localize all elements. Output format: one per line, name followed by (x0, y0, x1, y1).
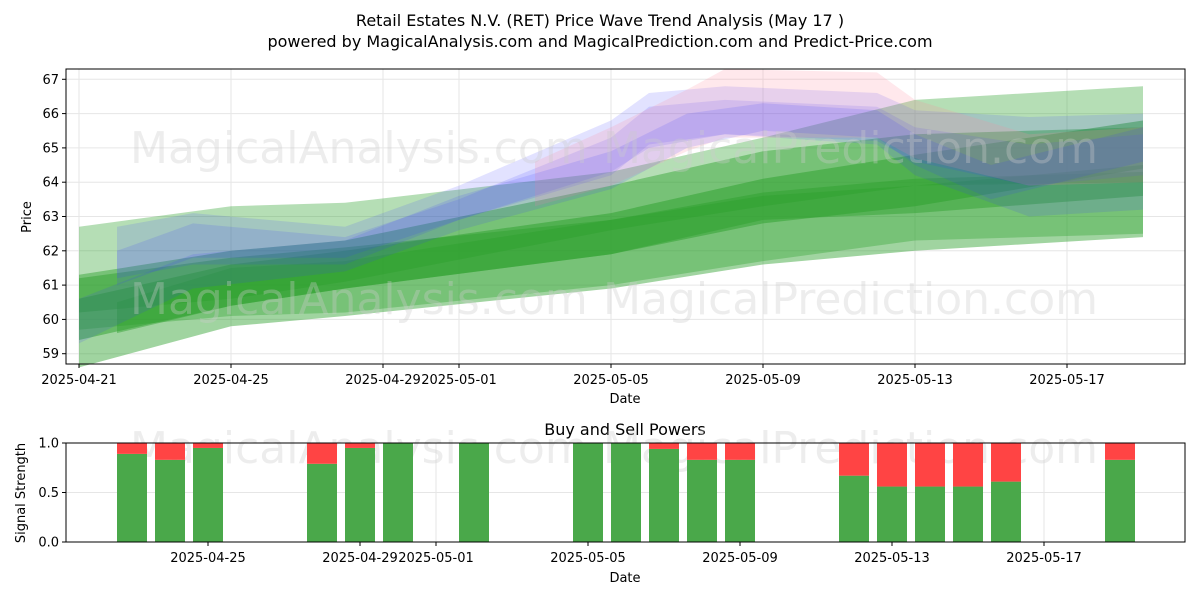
signal-x-tick-label: 2025-05-09 (702, 551, 778, 566)
sell-bar (953, 443, 983, 487)
signal-x-tick-label: 2025-04-25 (170, 551, 246, 566)
wave-band-green-4 (117, 165, 1143, 334)
signal-x-tick-label: 2025-05-17 (1006, 551, 1082, 566)
price-y-axis-title: Price (20, 201, 35, 233)
sell-bar (725, 443, 755, 460)
signal-x-tick-label: 2025-05-05 (550, 551, 626, 566)
watermark-analysis-2: MagicalAnalysis.com (130, 274, 588, 325)
price-watermarks: MagicalAnalysis.com MagicalPrediction.co… (130, 123, 1098, 325)
signal-chart-title: Buy and Sell Powers (544, 420, 706, 439)
signal-y-ticks: 0.0 0.5 1.0 (38, 437, 66, 551)
buy-bar (953, 486, 983, 542)
signal-x-tick-label: 2025-05-01 (398, 551, 474, 566)
buy-bar (1105, 459, 1135, 542)
sell-bar (687, 443, 717, 460)
price-x-tick-label: 2025-04-29 (345, 373, 421, 388)
signal-bars (117, 443, 1135, 542)
sell-bar (345, 443, 375, 448)
buy-bar (877, 486, 907, 542)
sell-bar (649, 443, 679, 449)
sell-bar (1105, 443, 1135, 460)
price-x-tick-label: 2025-04-25 (193, 373, 269, 388)
buy-bar (991, 481, 1021, 542)
price-y-tick-label: 66 (42, 107, 59, 122)
watermark-prediction-2: MagicalPrediction.com (603, 274, 1098, 325)
watermark-prediction: MagicalPrediction.com (603, 123, 1098, 174)
price-y-tick-label: 64 (42, 176, 59, 191)
wave-band-pink-7 (535, 69, 1143, 207)
wave-band-blue-8 (79, 103, 1143, 344)
price-y-tick-label: 61 (42, 279, 59, 294)
buy-bar (725, 459, 755, 542)
sell-bar (915, 443, 945, 487)
signal-y-tick-label: 1.0 (38, 437, 59, 452)
signal-x-ticks: 2025-04-25 2025-04-29 2025-05-01 2025-05-05… (170, 542, 1082, 566)
price-y-tick-label: 63 (42, 210, 59, 225)
buy-bar (117, 453, 147, 542)
price-y-tick-label: 67 (42, 73, 59, 88)
buy-bar (915, 486, 945, 542)
price-x-tick-label: 2025-05-17 (1029, 373, 1105, 388)
signal-y-axis-title: Signal Strength (14, 443, 29, 543)
buy-bar (383, 443, 413, 542)
wave-band-green-3 (79, 120, 1143, 340)
wave-band-blue-6 (117, 99, 1143, 286)
price-x-tick-label: 2025-05-13 (877, 373, 953, 388)
buy-bar (345, 447, 375, 542)
signal-y-tick-label: 0.5 (38, 486, 59, 501)
price-wave-bands (79, 69, 1143, 368)
price-y-ticks: 59 60 61 62 63 64 65 66 67 (42, 73, 66, 362)
sell-bar (877, 443, 907, 487)
wave-band-green-2 (79, 171, 1143, 368)
chart-title-line2: powered by MagicalAnalysis.com and Magic… (267, 32, 932, 51)
buy-bar (687, 459, 717, 542)
buy-bar (611, 443, 641, 542)
price-x-tick-label: 2025-04-21 (41, 373, 117, 388)
sell-bar (307, 443, 337, 464)
price-y-tick-label: 60 (42, 313, 59, 328)
buy-bar (573, 443, 603, 542)
sell-bar (991, 443, 1021, 482)
buy-bar (193, 447, 223, 542)
sell-bar (193, 443, 223, 448)
sell-bar (839, 443, 869, 476)
buy-bar (459, 443, 489, 542)
watermark-analysis: MagicalAnalysis.com (130, 123, 588, 174)
signal-x-tick-label: 2025-04-29 (322, 551, 398, 566)
price-x-axis-title: Date (609, 392, 640, 407)
price-x-tick-label: 2025-05-09 (725, 373, 801, 388)
price-panel: MagicalAnalysis.com MagicalPrediction.co… (20, 68, 1186, 407)
signal-x-axis-title: Date (609, 571, 640, 586)
signal-panel: Buy and Sell Powers MagicalAnalysis.com … (14, 420, 1186, 586)
price-y-tick-label: 59 (42, 347, 59, 362)
sell-bar (155, 443, 185, 460)
buy-bar (839, 475, 869, 542)
price-x-tick-label: 2025-05-01 (421, 373, 497, 388)
price-x-tick-label: 2025-05-05 (573, 373, 649, 388)
buy-bar (155, 459, 185, 542)
buy-bar (307, 463, 337, 542)
buy-bar (649, 448, 679, 542)
wave-band-blue-5 (117, 86, 1143, 279)
price-x-ticks: 2025-04-21 2025-04-25 2025-04-29 2025-05-01… (41, 364, 1105, 388)
signal-x-tick-label: 2025-05-13 (854, 551, 930, 566)
price-y-tick-label: 62 (42, 244, 59, 259)
chart-title-line1: Retail Estates N.V. (RET) Price Wave Tre… (356, 11, 844, 30)
signal-y-tick-label: 0.0 (38, 536, 59, 551)
sell-bar (117, 443, 147, 454)
price-y-tick-label: 65 (42, 141, 59, 156)
